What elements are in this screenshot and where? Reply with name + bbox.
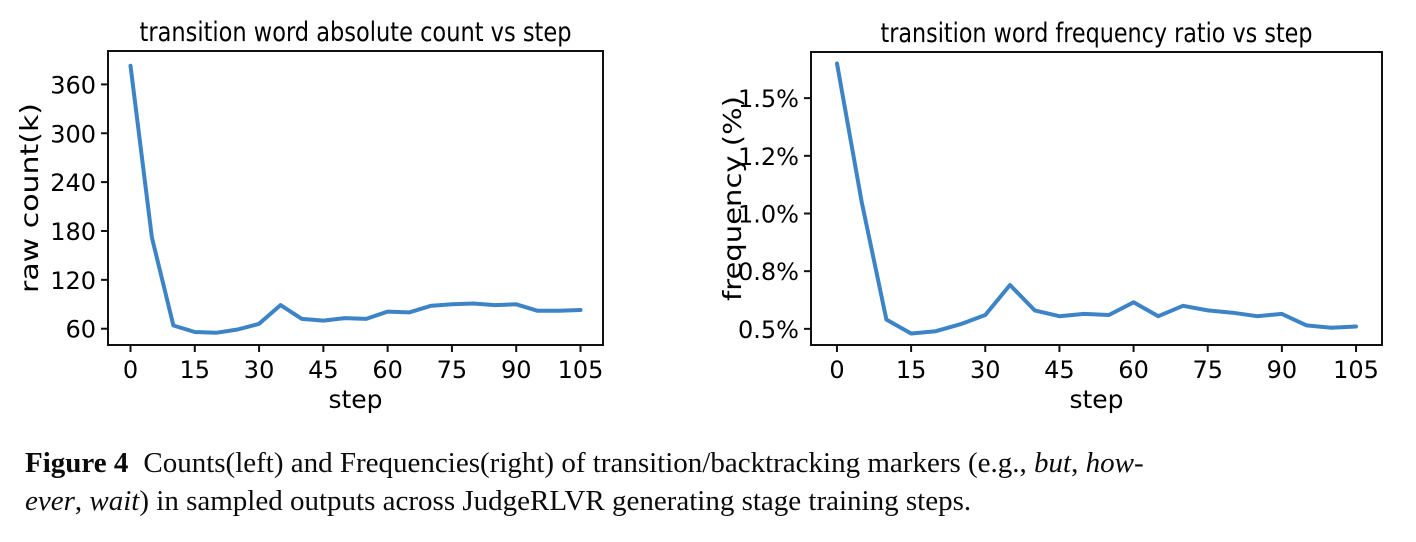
caption-italic-term: but bbox=[1034, 447, 1072, 479]
chart-title: transition word absolute count vs step bbox=[140, 17, 572, 48]
caption-italic-term: ever bbox=[25, 485, 75, 517]
y-axis-label: frequency (%) bbox=[718, 96, 747, 301]
x-tick-label: 30 bbox=[244, 356, 275, 384]
y-tick-label: 120 bbox=[50, 267, 96, 295]
x-tick-label: 105 bbox=[1333, 356, 1379, 384]
y-tick-label: 1.5% bbox=[738, 85, 799, 113]
caption-text: Counts(left) and Frequencies(right) of t… bbox=[143, 447, 1035, 479]
plot-frame bbox=[810, 51, 1383, 346]
charts-row: 0 15 30 45 60 75 90 105 60 120 180 240 300 360 transit… bbox=[15, 17, 1383, 414]
caption-line-2: ever, wait) in sampled outputs across Ju… bbox=[25, 482, 1386, 520]
chart-title: transition word frequency ratio vs step bbox=[881, 18, 1313, 49]
x-tick-label: 15 bbox=[896, 356, 927, 384]
y-tick-label: 60 bbox=[65, 316, 96, 344]
x-tick-label: 75 bbox=[1192, 356, 1223, 384]
x-axis-label: step bbox=[1069, 385, 1123, 414]
y-tick-label: 1.2% bbox=[738, 143, 799, 171]
x-tick-label: 90 bbox=[1267, 356, 1298, 384]
data-series-line bbox=[835, 61, 1358, 336]
caption-italic-term: wait bbox=[89, 485, 140, 517]
y-tick-label: 240 bbox=[50, 169, 96, 197]
y-tick-label: 0.5% bbox=[738, 316, 799, 344]
y-axis-label: raw count(k) bbox=[15, 103, 44, 293]
y-tick-label: 180 bbox=[50, 218, 96, 246]
caption-italic-term: how- bbox=[1085, 447, 1144, 479]
x-tick-label: 0 bbox=[829, 356, 844, 384]
x-axis-label: step bbox=[328, 385, 382, 414]
x-tick-label: 60 bbox=[1118, 356, 1149, 384]
chart-transition-word-count: 0 15 30 45 60 75 90 105 60 120 180 240 300 360 transit… bbox=[15, 17, 604, 414]
caption-text: ) in sampled outputs across JudgeRLVR ge… bbox=[139, 485, 972, 517]
caption-text: , bbox=[74, 485, 90, 517]
x-tick-label: 75 bbox=[437, 356, 468, 384]
y-tick-label: 1.0% bbox=[738, 200, 799, 228]
x-tick-label: 0 bbox=[123, 356, 138, 384]
x-tick-label: 30 bbox=[970, 356, 1001, 384]
x-tick-label: 45 bbox=[308, 356, 339, 384]
chart-transition-word-frequency: 0 15 30 45 60 75 90 105 0.5% 0.8% 1.0% 1.2% 1.5% tran… bbox=[718, 18, 1383, 414]
y-tick-label: 0.8% bbox=[738, 258, 799, 286]
x-tick-label: 45 bbox=[1044, 356, 1075, 384]
figure-caption: Figure 4 Counts(left) and Frequencies(rig… bbox=[25, 444, 1386, 520]
y-tick-label: 300 bbox=[50, 120, 96, 148]
y-tick-label: 360 bbox=[50, 71, 96, 99]
x-tick-label: 105 bbox=[558, 356, 604, 384]
x-tick-label: 15 bbox=[180, 356, 211, 384]
data-series-line bbox=[128, 63, 583, 335]
caption-line-1: Figure 4 Counts(left) and Frequencies(rig… bbox=[25, 444, 1386, 482]
caption-figure-label: Figure 4 bbox=[25, 447, 129, 479]
plot-frame bbox=[107, 50, 604, 346]
caption-text: , bbox=[1071, 447, 1086, 479]
x-tick-label: 60 bbox=[372, 356, 403, 384]
x-tick-label: 90 bbox=[501, 356, 532, 384]
